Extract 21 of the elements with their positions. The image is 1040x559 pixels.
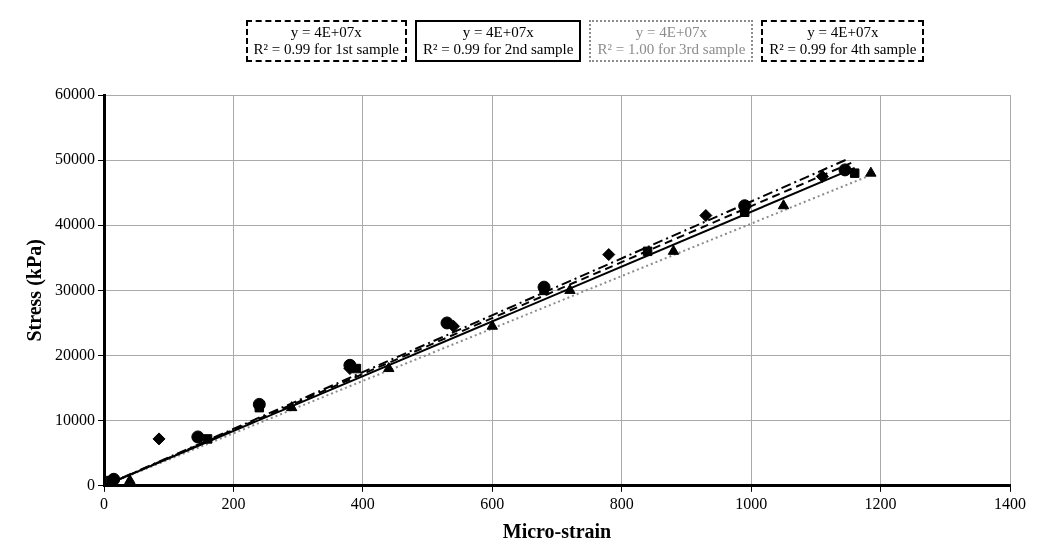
y-tick-label: 60000 [55, 85, 95, 103]
y-tick-label: 40000 [55, 215, 95, 233]
text: y = 4E+07x R² = 0.99 for 1st sample [245, 20, 407, 62]
y-tick-label: 20000 [55, 345, 95, 363]
x-tick-label: 200 [221, 494, 246, 512]
x-tick-label: 1400 [994, 494, 1026, 512]
x-tick-label: 0 [100, 494, 108, 512]
x-axis-title: Micro-strain [502, 520, 612, 543]
text: y = 4E+07x R² = 0.99 for 4th sample [761, 20, 925, 62]
y-axis-title: Stress (kPa) [23, 239, 47, 342]
y-tick-label: 30000 [55, 280, 95, 298]
text: y = 4E+07x R² = 0.99 for 2nd sample [414, 20, 582, 62]
x-tick-label: 400 [350, 494, 375, 512]
y-tick-label: 50000 [55, 150, 95, 168]
x-tick-label: 1000 [735, 494, 768, 512]
x-tick-label: 1200 [864, 494, 897, 512]
text: y = 4E+07x R² = 1.00 for 3rd sample [589, 20, 754, 62]
y-tick-label: 0 [87, 476, 95, 493]
y-tick-label: 10000 [55, 410, 95, 428]
x-tick-label: 600 [480, 494, 505, 512]
x-tick-label: 800 [609, 494, 634, 512]
